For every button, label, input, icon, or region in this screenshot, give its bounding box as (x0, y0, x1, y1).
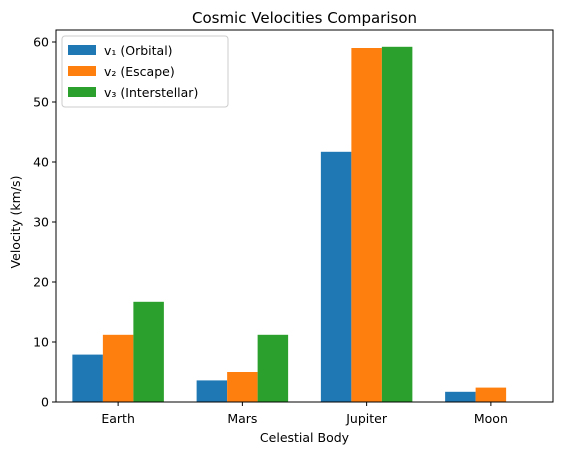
x-tick-label-earth: Earth (101, 411, 135, 426)
y-tick-label-10: 10 (33, 335, 49, 350)
legend-label-1: v₁ (Orbital) (104, 43, 173, 58)
legend: v₁ (Orbital) v₂ (Escape) v₃ (Interstellar) (61, 35, 229, 108)
bar-earth-series-1 (72, 354, 103, 402)
x-tick-label-jupiter: Jupiter (345, 411, 388, 426)
y-tick-label-60: 60 (33, 35, 49, 50)
legend-label-2: v₂ (Escape) (104, 64, 175, 79)
legend-swatch-3 (68, 87, 96, 97)
bar-moon-series-2 (475, 387, 507, 402)
legend-swatch-1 (68, 45, 96, 55)
legend-box (61, 35, 229, 108)
y-tick-label-20: 20 (33, 275, 49, 290)
y-tick-label-50: 50 (33, 95, 49, 110)
chart-title: Cosmic Velocities Comparison (192, 9, 417, 27)
x-tick-label-moon: Moon (474, 411, 508, 426)
y-tick-label-0: 0 (41, 395, 49, 410)
x-axis-label: Celestial Body (260, 430, 350, 445)
y-tick-label-30: 30 (33, 215, 49, 230)
bar-mars-series-3 (257, 334, 289, 402)
legend-swatch-2 (68, 66, 96, 76)
y-axis-label: Velocity (km/s) (8, 176, 23, 269)
plot-frame (55, 29, 554, 403)
bar-earth-series-2 (102, 334, 134, 402)
legend-label-3: v₃ (Interstellar) (104, 85, 198, 100)
bar-mars-series-1 (196, 380, 228, 402)
bar-moon-series-1 (445, 391, 476, 402)
x-tick-label-mars: Mars (227, 411, 257, 426)
bar-jupiter-series-3 (381, 46, 413, 403)
bar-jupiter-series-2 (351, 48, 382, 402)
y-tick-label-40: 40 (33, 155, 49, 170)
bar-earth-series-3 (133, 301, 164, 402)
bar-mars-series-2 (227, 372, 258, 402)
plot-area: Earth Mars Jupiter Moon 0 10 20 30 40 50 60 (33, 29, 554, 426)
bar-jupiter-series-1 (320, 151, 352, 402)
